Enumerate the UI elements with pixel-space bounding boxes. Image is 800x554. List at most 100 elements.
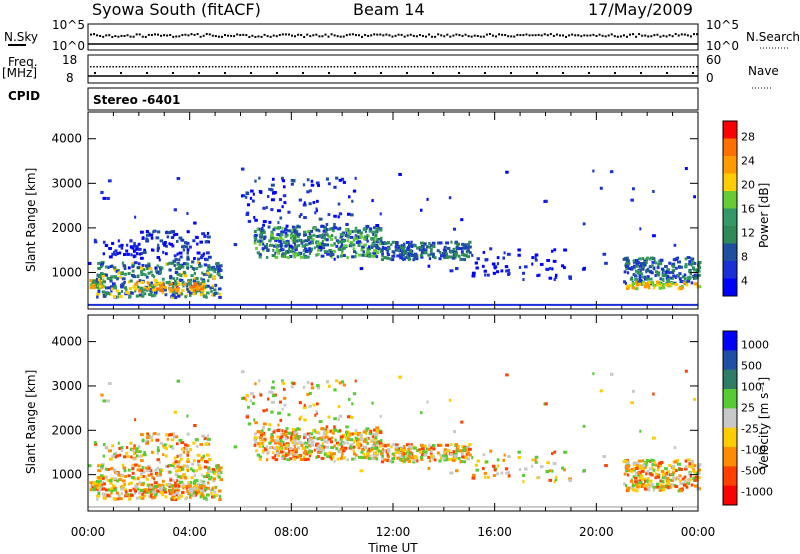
velocity-cell — [174, 473, 179, 477]
power-cell — [298, 214, 302, 218]
velocity-cell — [551, 469, 554, 473]
power-cell — [375, 250, 379, 254]
velocity-cell — [153, 481, 158, 485]
power-cell — [632, 264, 637, 268]
velocity-cell — [145, 477, 149, 481]
power-cell — [187, 290, 190, 294]
power-cell — [156, 249, 160, 253]
power-cell — [182, 282, 186, 286]
power-cell — [316, 248, 321, 252]
velocity-cell — [269, 446, 273, 450]
power-cell — [172, 277, 176, 281]
velocity-cell — [293, 433, 298, 437]
freq-sample — [468, 66, 470, 68]
power-cell — [323, 227, 326, 231]
velocity-cell — [561, 466, 565, 470]
power-cell — [338, 178, 342, 182]
velocity-cell — [125, 451, 129, 455]
velocity-cell — [280, 456, 284, 460]
power-cell — [336, 255, 340, 259]
power-cell — [182, 262, 187, 266]
power-cell — [143, 288, 146, 292]
freq-sample — [663, 66, 666, 68]
power-cell — [366, 250, 370, 254]
noise-sample — [233, 35, 236, 38]
power-cell — [200, 288, 204, 292]
noise-sample — [388, 34, 391, 37]
freq-sample — [609, 66, 611, 68]
velocity-cell — [122, 466, 127, 470]
freq-sample — [317, 66, 320, 68]
power-cell — [455, 247, 460, 251]
power-cell — [582, 222, 586, 226]
power-cell — [320, 235, 324, 239]
velocity-cell — [656, 474, 660, 478]
velocity-cell — [207, 481, 210, 485]
freq-sample — [644, 66, 647, 68]
noise-sample — [513, 35, 516, 38]
freq-sample — [586, 66, 589, 68]
velocity-cell — [688, 472, 692, 476]
velocity-cell — [294, 436, 297, 440]
power-cell — [130, 273, 135, 277]
velocity-cell — [120, 446, 124, 450]
power-cell — [670, 281, 674, 285]
freq-sample — [250, 66, 252, 68]
power-cell — [186, 230, 190, 234]
velocity-cell — [262, 444, 265, 448]
power-scatter — [88, 167, 702, 306]
velocity-cell — [116, 454, 119, 458]
velocity-cell — [325, 440, 329, 444]
velocity-cell — [169, 470, 172, 474]
power-cell — [371, 241, 375, 245]
noise-sample — [114, 35, 117, 38]
power-cell — [395, 243, 399, 247]
velocity-cell — [256, 430, 259, 434]
velocity-cell — [262, 450, 265, 454]
power-cell — [175, 289, 180, 293]
velocity-cell — [208, 477, 212, 481]
velocity-cell — [637, 471, 641, 475]
power-cell — [448, 255, 453, 259]
power-cell — [101, 274, 105, 278]
freq-sample — [397, 66, 400, 68]
power-cell — [286, 243, 291, 247]
velocity-cell — [178, 453, 183, 457]
power-cell — [293, 232, 296, 236]
velocity-cell — [115, 491, 119, 495]
power-cell — [176, 277, 179, 281]
velocity-cell — [118, 447, 121, 451]
velocity-cell — [517, 456, 521, 460]
freq-sample — [199, 66, 201, 68]
power-cell — [282, 248, 285, 252]
velocity-cell — [534, 460, 538, 464]
freq-sample — [570, 66, 573, 68]
power-cell — [308, 241, 311, 245]
power-cell — [254, 237, 258, 241]
freq-sample — [619, 66, 621, 68]
noise-sample — [175, 35, 178, 38]
velocity-cell — [475, 468, 479, 472]
velocity-cell — [423, 450, 428, 454]
noise-sample — [437, 33, 440, 36]
velocity-cell — [344, 436, 348, 440]
freq-sample — [670, 66, 672, 68]
freq-sample — [112, 66, 114, 68]
power-cell — [306, 178, 310, 182]
velocity-cell — [190, 476, 194, 480]
power-cell — [156, 255, 161, 259]
noise-sample — [449, 35, 452, 38]
power-cell — [186, 212, 189, 216]
velocity-cell — [189, 493, 192, 497]
velocity-cell — [502, 458, 505, 462]
power-cell — [261, 247, 265, 251]
velocity-cell — [206, 474, 210, 478]
power-cell — [374, 244, 378, 248]
velocity-cell — [330, 453, 333, 457]
power-cell — [287, 210, 291, 214]
velocity-cell — [395, 443, 399, 447]
velocity-cell — [553, 450, 557, 454]
power-cell — [322, 229, 326, 233]
noise-sample — [300, 34, 303, 37]
velocity-cell — [182, 450, 185, 454]
